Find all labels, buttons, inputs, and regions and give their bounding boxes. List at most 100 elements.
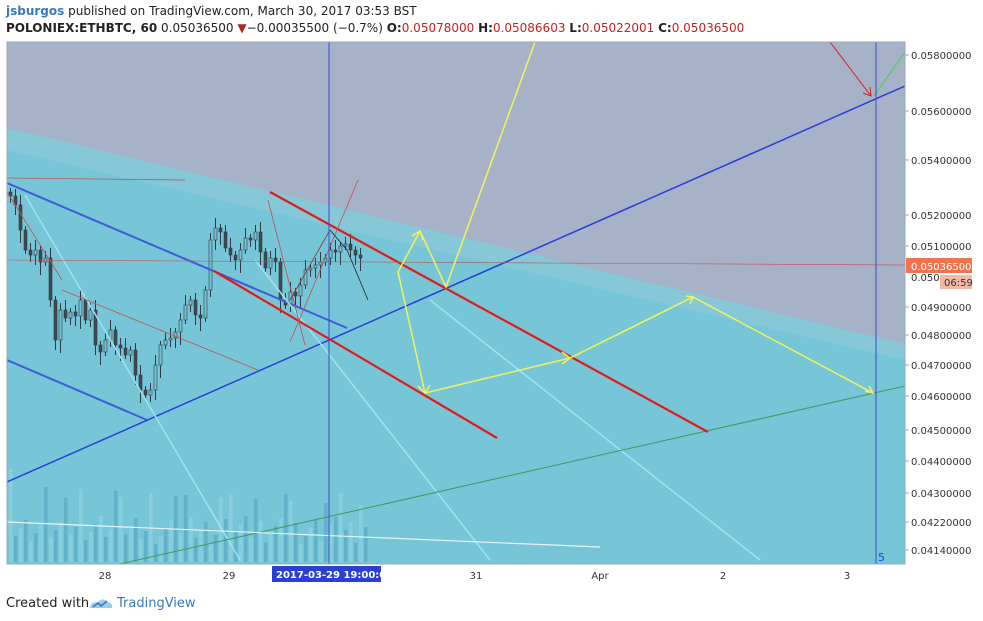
cyan-guide-2 bbox=[254, 259, 491, 561]
volume-bar bbox=[134, 518, 138, 562]
volume-bar bbox=[334, 517, 338, 562]
tradingview-link[interactable]: TradingView bbox=[117, 596, 196, 611]
volume-bar bbox=[329, 525, 333, 562]
candle-body bbox=[253, 231, 258, 241]
candle-body bbox=[148, 389, 153, 396]
candle-body bbox=[263, 251, 268, 269]
chart-area[interactable]: 0.05800000 0.05600000 0.05400000 0.05200000… bbox=[0, 0, 983, 590]
current-price-marker bbox=[906, 258, 972, 273]
volume-bars bbox=[9, 469, 368, 562]
red-channel-lower bbox=[213, 270, 498, 439]
time-tick-label: 2 bbox=[720, 571, 726, 582]
time-tick-labels: 28 29 31 Apr 2 3 bbox=[99, 571, 851, 582]
candle-body bbox=[78, 299, 83, 317]
candle-body bbox=[198, 314, 203, 319]
candle-body bbox=[153, 364, 158, 391]
volume-bar bbox=[94, 524, 98, 562]
candle-body bbox=[88, 309, 93, 321]
volume-bar bbox=[354, 543, 358, 562]
candle-body bbox=[293, 291, 298, 297]
candle-body bbox=[193, 299, 198, 316]
price-tick-label: 0.05200000 bbox=[911, 211, 971, 222]
candle-body bbox=[343, 243, 348, 247]
red-arrow-head bbox=[862, 86, 872, 97]
time-tick-label: 28 bbox=[99, 571, 112, 582]
candle-body bbox=[68, 311, 73, 319]
black-path bbox=[329, 229, 369, 301]
candle-body bbox=[103, 339, 108, 353]
volume-bar bbox=[339, 493, 343, 562]
volume-bar bbox=[184, 495, 188, 562]
volume-bar bbox=[349, 522, 353, 562]
author-link[interactable]: jsburgos bbox=[6, 4, 65, 18]
candle-body bbox=[118, 344, 123, 349]
yellow-arrow-head-4 bbox=[417, 384, 431, 395]
volume-bar bbox=[99, 516, 103, 562]
time-tick-label: 29 bbox=[223, 571, 236, 582]
volume-bar bbox=[234, 532, 238, 562]
candle-body bbox=[8, 191, 13, 197]
open-label: O: bbox=[386, 21, 402, 35]
candle-body bbox=[178, 319, 183, 333]
volume-bar bbox=[64, 498, 68, 562]
yellow-arrow-head-2 bbox=[685, 295, 695, 305]
volume-bar bbox=[299, 544, 303, 562]
volume-bar bbox=[274, 526, 278, 562]
yellow-arrow-head-3 bbox=[864, 385, 875, 395]
current-price-text: 0.05036500 bbox=[911, 262, 971, 273]
volume-bar bbox=[89, 532, 93, 562]
price-tick-label: 0.04400000 bbox=[911, 457, 971, 468]
drawings bbox=[7, 42, 905, 564]
volume-bar bbox=[289, 501, 293, 562]
volume-bar bbox=[144, 531, 148, 562]
price-tick-label: 0.05600000 bbox=[911, 107, 971, 118]
volume-bar bbox=[24, 520, 28, 562]
white-volume-line bbox=[7, 521, 601, 548]
yellow-arrow-head-5 bbox=[561, 351, 572, 365]
candle-body bbox=[63, 309, 68, 319]
candle-body bbox=[163, 339, 168, 346]
candle-body bbox=[258, 231, 263, 253]
volume-bar bbox=[269, 534, 273, 562]
price-axis[interactable] bbox=[905, 42, 977, 564]
volume-bar bbox=[169, 520, 173, 562]
candle-body bbox=[338, 245, 343, 253]
candle-body bbox=[143, 389, 148, 396]
volume-bar bbox=[74, 527, 78, 562]
candle-body bbox=[168, 337, 173, 341]
candle-body bbox=[53, 299, 58, 341]
volume-bar bbox=[54, 530, 58, 562]
price-tick-labels: 0.05800000 0.05600000 0.05400000 0.05200000… bbox=[905, 51, 971, 557]
published-text: published on TradingView.com, March 30, … bbox=[68, 4, 417, 18]
candle-body bbox=[188, 299, 193, 306]
tradingview-logo-icon[interactable] bbox=[88, 595, 114, 611]
publish-info: jsburgos published on TradingView.com, M… bbox=[6, 4, 417, 18]
candle-body bbox=[243, 237, 248, 251]
candle-body bbox=[233, 254, 238, 261]
cyan-band bbox=[7, 128, 905, 360]
blue-channel-lower bbox=[7, 359, 148, 421]
price-change: −0.00035500 (−0.7%) bbox=[246, 21, 383, 35]
price-tick-label: 0.04700000 bbox=[911, 361, 971, 372]
symbol-label[interactable]: POLONIEX:ETHBTC, 60 bbox=[6, 21, 158, 35]
candle-body bbox=[123, 347, 128, 356]
volume-bar bbox=[364, 527, 368, 562]
low-label: L: bbox=[569, 21, 582, 35]
candle-body bbox=[223, 231, 228, 249]
price-tick-label: 0.04300000 bbox=[911, 489, 971, 500]
time-axis[interactable] bbox=[7, 564, 905, 583]
candle-body bbox=[93, 309, 98, 346]
yellow-projection-1 bbox=[397, 42, 536, 289]
time-tick-label: 3 bbox=[844, 571, 850, 582]
volume-bar bbox=[29, 541, 33, 562]
volume-bar bbox=[214, 535, 218, 562]
volume-bar bbox=[324, 503, 328, 562]
close-label: C: bbox=[658, 21, 672, 35]
volume-bar bbox=[44, 487, 48, 562]
candle-body bbox=[83, 299, 88, 321]
price-tick-label: 0.05800000 bbox=[911, 51, 971, 62]
volume-bar bbox=[229, 495, 233, 562]
red-arrow-top bbox=[829, 42, 872, 97]
volume-bar bbox=[124, 534, 128, 562]
volume-bar bbox=[179, 533, 183, 562]
